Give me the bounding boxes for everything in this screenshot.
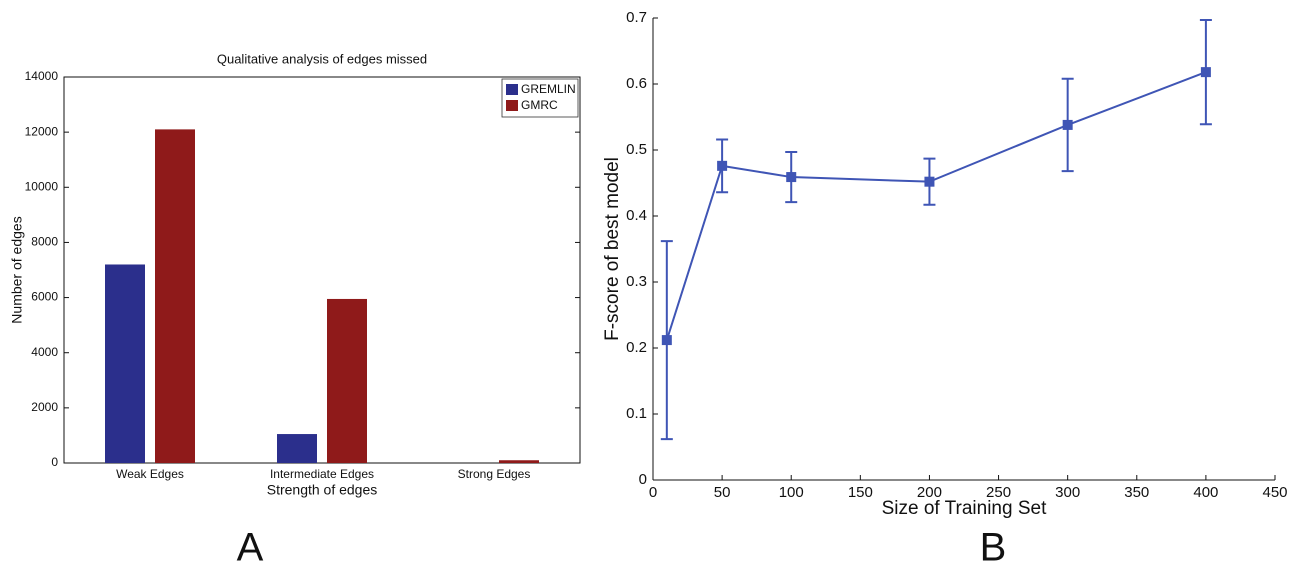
bar	[327, 298, 367, 463]
x-tick-label: 0	[649, 484, 657, 501]
point	[1062, 119, 1073, 130]
y-tick-label: 6000	[31, 290, 58, 304]
point	[1200, 67, 1211, 78]
y-tick-label: 8000	[31, 235, 58, 249]
y-tick-label: 0.3	[626, 273, 647, 290]
y-tick-label: 12000	[25, 124, 59, 138]
x-tick-label: Weak Edges	[116, 467, 184, 481]
y-tick-label: 10000	[25, 179, 59, 193]
y-tick-label: 14000	[25, 69, 59, 83]
x-tick-label: 150	[848, 484, 873, 501]
legend-label: GMRC	[521, 98, 558, 112]
x-tick-label: Strong Edges	[458, 467, 531, 481]
x-axis-label: Size of Training Set	[882, 498, 1047, 519]
y-tick-label: 0.2	[626, 339, 647, 356]
y-tick-label: 0	[51, 455, 58, 469]
axes-frame	[63, 76, 581, 464]
y-tick-label: 0.4	[626, 207, 647, 224]
bar	[499, 460, 539, 463]
x-tick-label: 450	[1262, 484, 1287, 501]
y-tick-label: 2000	[31, 400, 58, 414]
legend-swatch	[506, 100, 518, 111]
y-tick-label: 0.5	[626, 141, 647, 158]
x-tick-label: 300	[1055, 484, 1080, 501]
y-axis-label: Number of edges	[9, 216, 25, 323]
panel-label: A	[237, 526, 264, 570]
legend-label: GREMLIN	[521, 82, 576, 96]
line	[665, 71, 1207, 341]
point	[924, 176, 935, 187]
x-axis-label: Strength of edges	[267, 482, 378, 498]
chart-title: Qualitative analysis of edges missed	[217, 51, 427, 66]
y-tick-label: 0.7	[626, 9, 647, 26]
panel-label: B	[980, 526, 1007, 570]
x-tick-label: 200	[917, 484, 942, 501]
x-tick-label: Intermediate Edges	[270, 467, 374, 481]
x-tick-label: 100	[779, 484, 804, 501]
bar	[105, 264, 145, 463]
point	[786, 172, 797, 183]
y-tick-label: 0.6	[626, 75, 647, 92]
bar	[277, 434, 317, 463]
y-axis-label: F-score of best model	[602, 157, 623, 341]
x-tick-label: 400	[1193, 484, 1218, 501]
x-tick-label: 350	[1124, 484, 1149, 501]
x-tick-label: 50	[714, 484, 731, 501]
x-tick-label: 250	[986, 484, 1011, 501]
y-tick-label: 0.1	[626, 405, 647, 422]
point	[661, 335, 672, 346]
bar	[155, 129, 195, 463]
point	[717, 160, 728, 171]
y-tick-label: 0	[639, 471, 647, 488]
legend-swatch	[506, 84, 518, 95]
y-tick-label: 4000	[31, 345, 58, 359]
